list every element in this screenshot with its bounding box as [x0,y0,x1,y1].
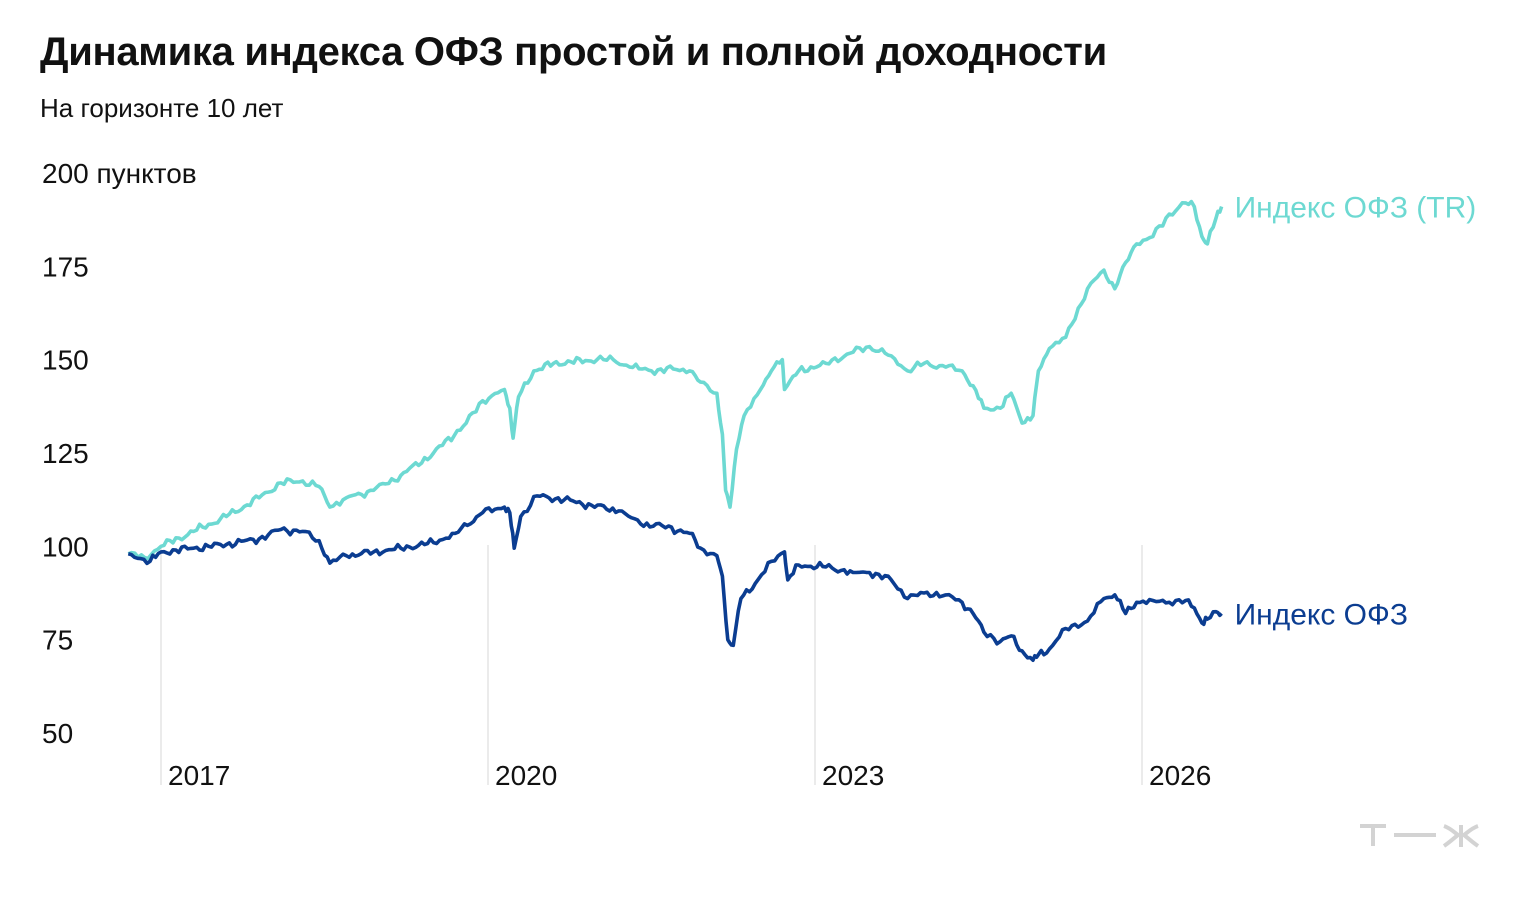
y-tick-label: 50 [42,718,73,749]
y-tick-label: 150 [42,345,89,376]
chart-title: Динамика индекса ОФЗ простой и полной до… [40,30,1107,74]
series-labels: Индекс ОФЗ (TR) Индекс ОФЗ [1235,192,1477,632]
chart-subtitle: На горизонте 10 лет [40,93,284,123]
x-tick-label: 2020 [495,760,557,791]
x-tick-label: 2017 [168,760,230,791]
y-tick-label: 75 [42,625,73,656]
y-axis-ticks: 50 75 100 125 150 175 200 пунктов [42,158,197,749]
x-axis-ticks: 2017 2020 2023 2026 [168,760,1211,791]
series-label-0: Индекс ОФЗ (TR) [1235,192,1477,225]
x-tick-label: 2023 [822,760,884,791]
y-tick-label: 125 [42,438,89,469]
x-tick-label: 2026 [1149,760,1211,791]
y-tick-label: 200 пунктов [42,158,197,189]
series-line-1 [127,493,1223,662]
y-tick-label: 175 [42,251,89,282]
t-zh-logo-icon [1360,824,1480,848]
gridlines [160,545,1143,785]
series-lines [127,199,1224,662]
y-tick-label: 100 [42,531,89,562]
series-label-1: Индекс ОФЗ [1235,599,1408,632]
series-line-0 [127,199,1224,561]
